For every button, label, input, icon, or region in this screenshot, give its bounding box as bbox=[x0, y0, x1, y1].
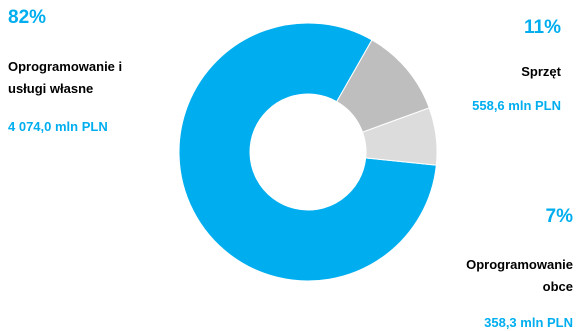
slice-external-software-value: 358,3 mln PLN bbox=[484, 315, 573, 330]
donut-slices bbox=[178, 22, 438, 282]
slice-external-software-label-line2: obce bbox=[542, 279, 573, 294]
slice-own-software-label-line2: usługi własne bbox=[8, 81, 94, 96]
slice-own-software-percent: 82% bbox=[8, 7, 47, 28]
slice-external-software-label: Oprogramowanie obce bbox=[413, 254, 573, 298]
slice-own-software-label-line1: Oprogramowanie i bbox=[8, 59, 123, 74]
slice-external-software bbox=[361, 107, 438, 166]
slice-external-software-label-line1: Oprogramowanie bbox=[466, 257, 573, 272]
slice-own-software bbox=[178, 22, 437, 282]
slice-own-software-label: Oprogramowanie i usługi własne bbox=[8, 56, 178, 100]
slice-external-software-percent: 7% bbox=[545, 206, 573, 227]
slice-own-software-value: 4 074,0 mln PLN bbox=[8, 119, 108, 134]
slice-hardware-label: Sprzęt bbox=[521, 64, 561, 79]
slice-hardware-value: 558,6 mln PLN bbox=[472, 98, 561, 113]
slice-hardware-percent: 11% bbox=[524, 17, 561, 38]
